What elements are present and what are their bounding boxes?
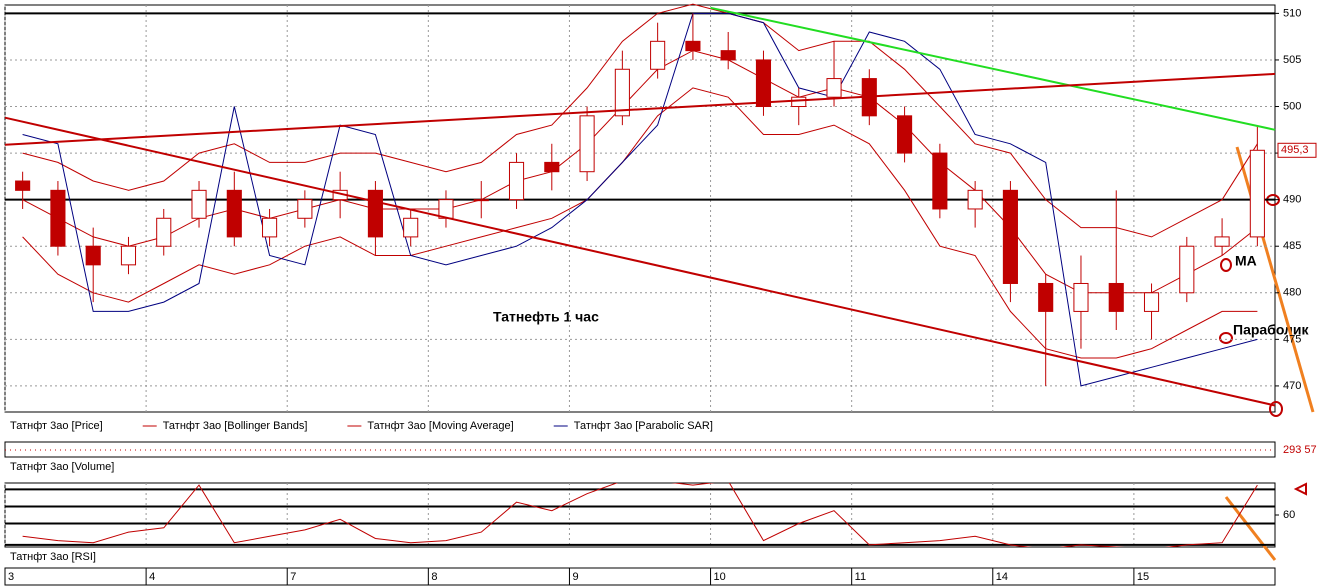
marker-circle <box>1220 258 1232 272</box>
x-tick-label: 9 <box>572 571 578 583</box>
candle-body <box>1002 189 1018 284</box>
candle-body <box>1108 282 1124 312</box>
candle-body <box>85 245 101 266</box>
arrow <box>1224 496 1277 561</box>
legend-label: Татнфт 3ао [Price] <box>10 420 103 432</box>
candle-body <box>685 40 701 52</box>
y-tick-label: 475 <box>1283 333 1301 345</box>
candle-body <box>614 68 630 117</box>
candle-body <box>1214 236 1230 247</box>
x-tick-label: 7 <box>290 571 296 583</box>
candle-body <box>120 245 137 266</box>
y-tick-label: 490 <box>1283 194 1301 206</box>
candle-body <box>262 217 278 238</box>
trend-line <box>710 6 1276 131</box>
panel-label: Татнфт 3ао [Volume] <box>10 461 114 473</box>
candle-body <box>15 180 31 191</box>
x-tick-label: 11 <box>855 571 866 583</box>
price-panel <box>4 4 1276 413</box>
x-tick-label: 15 <box>1137 571 1149 583</box>
candle-body <box>191 189 207 219</box>
candle-body <box>720 50 736 61</box>
rsi-line <box>22 483 1258 547</box>
y-tick-label: 480 <box>1283 287 1301 299</box>
candle-body <box>508 161 525 201</box>
legend-label: Татнфт 3ао [Bollinger Bands] <box>163 420 308 432</box>
trend-line <box>4 116 1276 407</box>
candle-body <box>826 78 842 98</box>
x-tick-label: 8 <box>431 571 437 583</box>
candle-body <box>403 217 419 238</box>
candle-body <box>650 40 666 70</box>
trend-line <box>4 72 1276 146</box>
candle-body <box>544 161 560 173</box>
candle-body <box>755 59 772 108</box>
x-tick-label: 10 <box>714 571 726 583</box>
candle-body <box>156 217 172 247</box>
arrow-icon <box>1293 482 1307 496</box>
y-tick-label: 505 <box>1283 54 1301 66</box>
candle-body <box>1143 292 1160 312</box>
candle-body <box>897 115 913 154</box>
arrow <box>1235 146 1315 413</box>
candle-body <box>1038 282 1054 312</box>
x-tick-label: 3 <box>8 571 14 583</box>
chart-title: Татнефть 1 час <box>493 309 599 325</box>
candle-body <box>297 199 313 219</box>
legend-label: Татнфт 3ао [Moving Average] <box>367 420 513 432</box>
candle-body <box>473 199 489 202</box>
indicator-line <box>22 3 1258 238</box>
annotation: MA <box>1235 253 1257 269</box>
candle-body <box>932 152 948 210</box>
volume-value: 293 57 <box>1283 444 1317 456</box>
marker-circle <box>1269 401 1283 417</box>
legend-label: Татнфт 3ао [Parabolic SAR] <box>574 420 713 432</box>
x-tick-label: 14 <box>996 571 1008 583</box>
indicator-line <box>22 12 1258 387</box>
indicator-line <box>22 87 1258 359</box>
candle-body <box>967 189 983 210</box>
y-tick-label: 60 <box>1283 509 1295 521</box>
candle-body <box>1179 245 1195 294</box>
y-tick-label: 510 <box>1283 7 1301 19</box>
last-price-box <box>1277 142 1317 158</box>
x-tick-label: 4 <box>149 571 155 583</box>
y-tick-label: 500 <box>1283 100 1301 112</box>
candle-body <box>367 189 383 238</box>
y-tick-label: 470 <box>1283 380 1301 392</box>
last-price-label: 495,3 <box>1281 144 1309 156</box>
panel-label: Татнфт 3ао [RSI] <box>10 551 96 563</box>
candle-body <box>226 189 242 238</box>
marker-circle <box>1219 332 1233 344</box>
candle-body <box>579 115 595 173</box>
candle-body <box>50 189 66 247</box>
candle-body <box>1249 149 1265 238</box>
y-tick-label: 485 <box>1283 240 1301 252</box>
candle-body <box>791 96 807 108</box>
candle-body <box>1073 282 1089 312</box>
